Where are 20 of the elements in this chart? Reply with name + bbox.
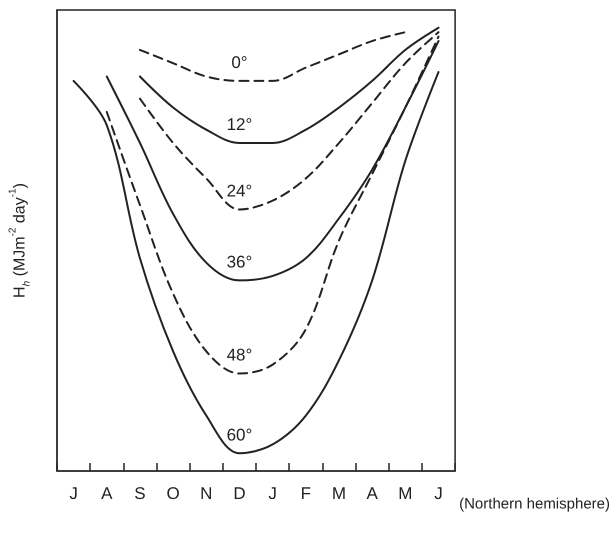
x-tick-label: J [434, 484, 443, 503]
x-tick-label: O [166, 484, 180, 503]
x-axis-title: (Northern hemisphere) [459, 496, 610, 512]
series-label: 48° [226, 345, 252, 364]
x-tick-label: A [366, 484, 378, 503]
series-label: 24° [226, 181, 252, 200]
x-tick-label: M [332, 484, 346, 503]
x-tick-label: S [134, 484, 146, 503]
x-tick-label: F [300, 484, 312, 503]
series-label: 36° [226, 252, 252, 272]
x-tick-label: D [233, 484, 246, 503]
y-axis-title: Hh (MJm-2 day-1) [8, 183, 32, 298]
series-label: 12° [226, 114, 252, 134]
x-tick-label: A [101, 484, 114, 503]
x-tick-label: J [69, 484, 78, 503]
x-tick-label: J [268, 484, 277, 503]
x-tick-label: N [200, 484, 212, 503]
x-tick-label: M [398, 484, 412, 503]
series-label: 60° [226, 425, 252, 444]
series-label: 0° [231, 52, 248, 72]
